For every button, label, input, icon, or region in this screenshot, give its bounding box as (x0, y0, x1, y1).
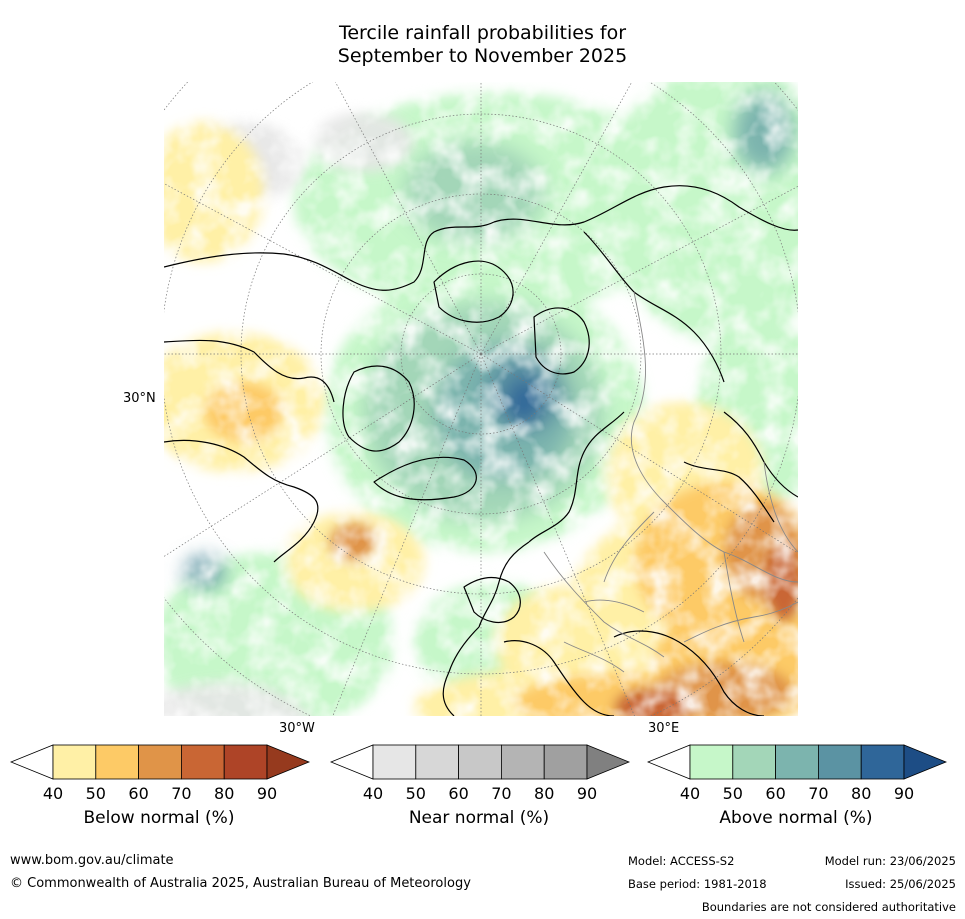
above-normal-tick-50: 50 (722, 784, 743, 803)
above-normal-tick-70: 70 (808, 784, 829, 803)
below-normal-tick-70: 70 (171, 784, 192, 803)
near-normal-tick-40: 40 (362, 784, 384, 803)
website-link[interactable]: www.bom.gov.au/climate (10, 853, 174, 868)
above-normal-swatch-1 (689, 744, 734, 780)
title-line-2: September to November 2025 (337, 45, 628, 67)
above-normal-swatch-5 (860, 744, 905, 780)
below-normal-tick-60: 60 (128, 784, 149, 803)
below-normal-tick-90: 90 (256, 784, 278, 803)
near-normal-high-arrow (586, 744, 630, 780)
title-line-1: Tercile rainfall probabilities for (338, 22, 627, 44)
above-normal-low-arrow (647, 744, 691, 780)
above-normal-label: Above normal (%) (719, 808, 873, 828)
below-normal-tick-50: 50 (85, 784, 106, 803)
above-normal-tick-80: 80 (851, 784, 872, 803)
above-normal-tick-40: 40 (679, 784, 701, 803)
base-period: Base period: 1981-2018 (628, 877, 767, 891)
near-normal-tick-60: 60 (448, 784, 469, 803)
above-normal-colorbar (647, 744, 947, 780)
below-normal-swatch-4 (180, 744, 225, 780)
lon-label-30w: 30°W (279, 721, 315, 736)
near-normal-swatch-4 (500, 744, 545, 780)
near-normal-swatch-1 (372, 744, 417, 780)
below-normal-high-arrow (266, 744, 310, 780)
boundaries-disclaimer: Boundaries are not considered authoritat… (701, 900, 956, 914)
near-normal-colorbar (330, 744, 630, 780)
near-normal-tick-90: 90 (576, 784, 598, 803)
graticule (164, 82, 798, 716)
above-normal-swatch-3 (775, 744, 819, 780)
lon-label-30e: 30°E (648, 721, 680, 736)
country-borders (543, 291, 798, 673)
model-name: Model: ACCESS-S2 (628, 854, 735, 868)
below-normal-tick-40: 40 (42, 784, 64, 803)
near-normal-tick-70: 70 (491, 784, 512, 803)
above-normal-swatch-4 (817, 744, 862, 780)
below-normal-colorbar (10, 744, 310, 780)
polar-map (164, 82, 798, 716)
above-normal-tick-90: 90 (893, 784, 915, 803)
above-normal-tick-60: 60 (765, 784, 786, 803)
copyright-text: © Commonwealth of Australia 2025, Austra… (10, 876, 471, 891)
near-normal-tick-50: 50 (405, 784, 426, 803)
map-canvas (164, 82, 798, 716)
model-run-date: Model run: 23/06/2025 (824, 854, 956, 868)
below-normal-label: Below normal (%) (83, 808, 235, 828)
chart-title: Tercile rainfall probabilities for Septe… (0, 22, 965, 68)
near-normal-swatch-2 (415, 744, 460, 780)
coastlines (164, 185, 798, 716)
near-normal-low-arrow (330, 744, 374, 780)
below-normal-swatch-3 (138, 744, 182, 780)
below-normal-swatch-2 (95, 744, 140, 780)
below-normal-swatch-5 (223, 744, 268, 780)
below-normal-swatch-1 (52, 744, 97, 780)
near-normal-tick-80: 80 (534, 784, 555, 803)
above-normal-swatch-2 (732, 744, 777, 780)
above-normal-high-arrow (903, 744, 947, 780)
below-normal-low-arrow (10, 744, 54, 780)
lat-label-30n: 30°N (123, 391, 156, 406)
issued-date: Issued: 25/06/2025 (845, 877, 956, 891)
near-normal-label: Near normal (%) (408, 808, 550, 828)
near-normal-swatch-5 (543, 744, 588, 780)
near-normal-swatch-3 (458, 744, 502, 780)
below-normal-tick-80: 80 (214, 784, 235, 803)
